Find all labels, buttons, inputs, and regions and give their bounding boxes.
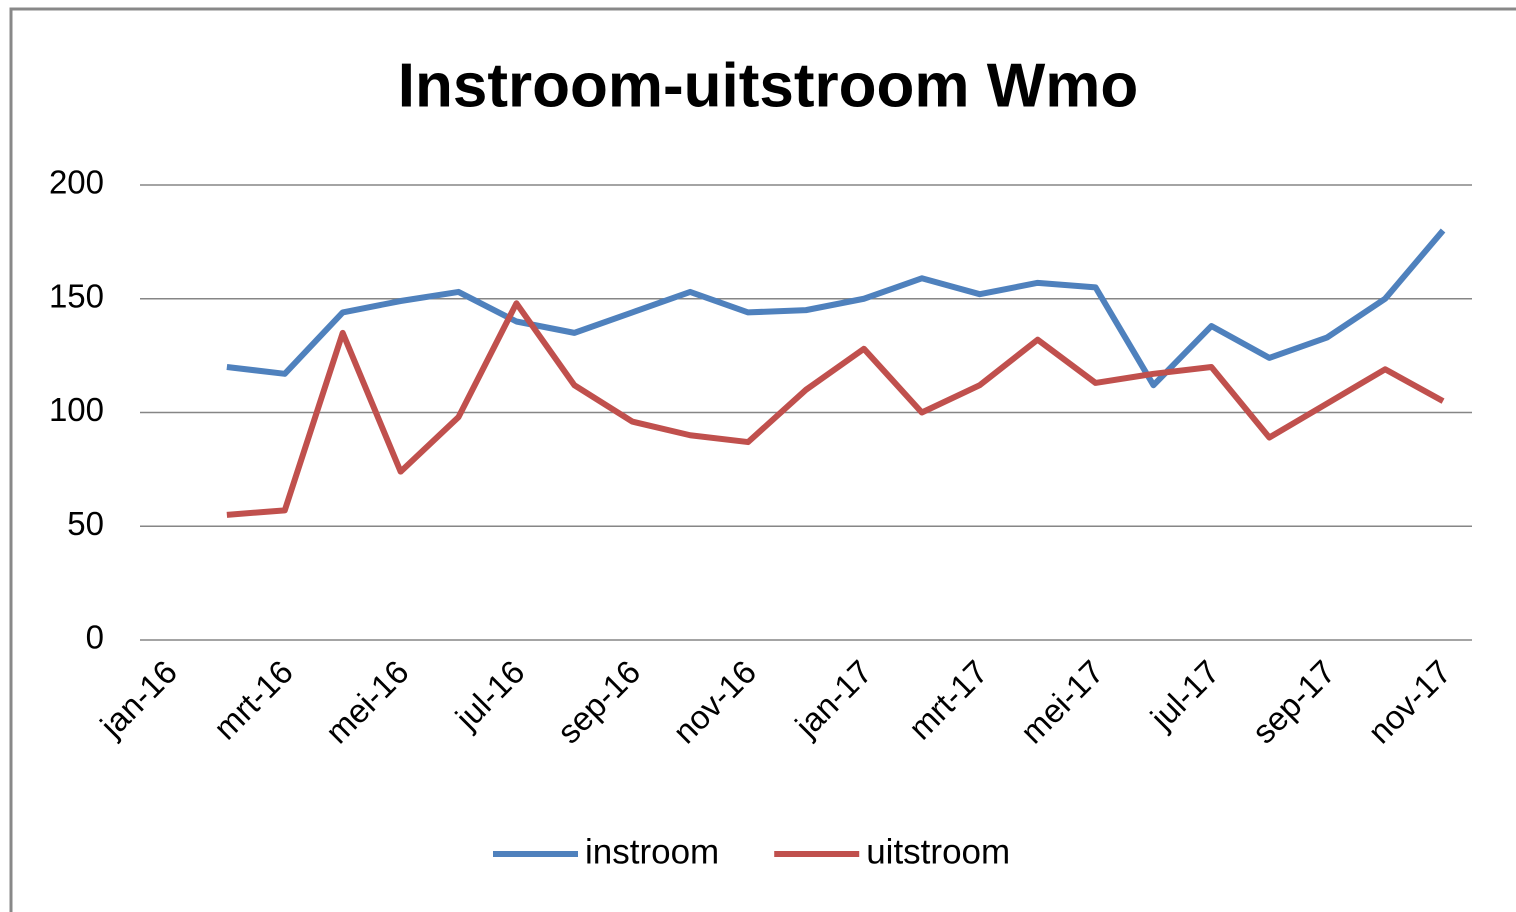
legend-label: instroom <box>585 832 719 871</box>
series-line <box>226 228 1446 389</box>
series-line <box>226 300 1445 518</box>
legend-label: uitstroom <box>866 832 1010 871</box>
y-tick-label: 0 <box>86 619 104 656</box>
chart-frame <box>9 7 1516 912</box>
y-tick-label: 150 <box>49 277 104 314</box>
y-tick-label: 200 <box>49 164 104 201</box>
y-tick-label: 100 <box>49 391 104 428</box>
chart-title: Instroom-uitstroom Wmo <box>398 51 1139 120</box>
y-tick-label: 50 <box>67 505 104 542</box>
